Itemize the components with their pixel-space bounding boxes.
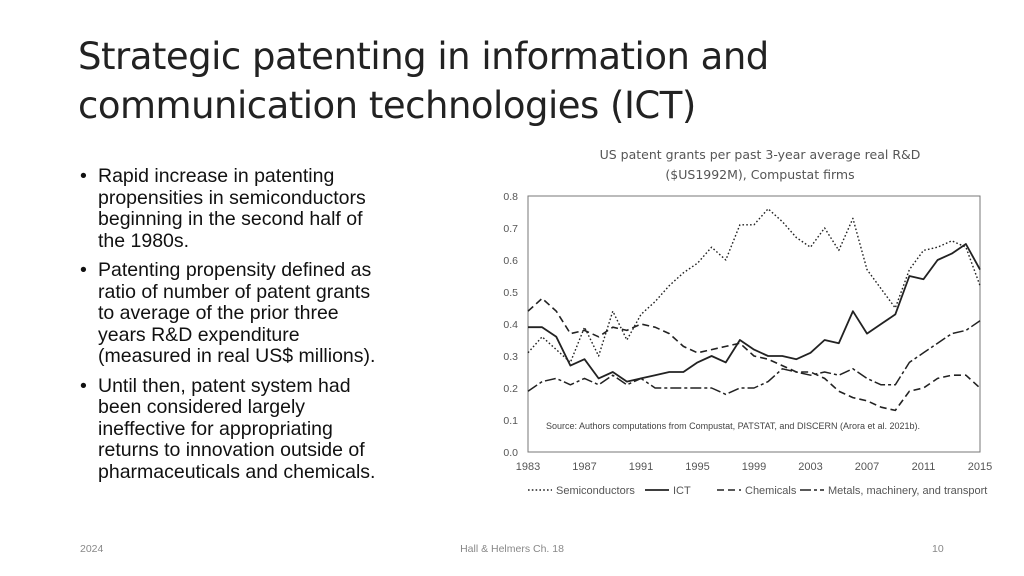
x-tick-label: 1991 bbox=[629, 461, 653, 473]
bullet-line: returns to innovation outside of bbox=[98, 439, 365, 461]
plot-frame bbox=[527, 195, 981, 453]
bullet-item: • Rapid increase in patenting propensiti… bbox=[80, 165, 452, 252]
y-tick-label: 0.5 bbox=[503, 287, 518, 299]
x-tick-label: 2015 bbox=[968, 461, 992, 473]
bullet-line: been considered largely bbox=[98, 396, 306, 418]
slide-title-line-1: Strategic patenting in information and bbox=[78, 35, 769, 78]
slide-title-line-2: communication technologies (ICT) bbox=[78, 84, 696, 127]
bullet-line: beginning in the second half of bbox=[98, 208, 363, 230]
y-tick-label: 0.2 bbox=[503, 383, 518, 395]
line-chart: 0.0 0.1 0.2 0.3 0.4 0.5 0.6 0.7 0.8 1983 1987 1991 1… bbox=[503, 191, 992, 497]
legend-label: ICT bbox=[673, 485, 691, 497]
y-tick-label: 0.4 bbox=[503, 319, 518, 331]
y-tick-label: 0.1 bbox=[503, 415, 518, 427]
bullet-line: the 1980s. bbox=[98, 229, 190, 252]
bullet-line: Rapid increase in patenting bbox=[98, 165, 335, 187]
y-tick-label: 0.6 bbox=[503, 255, 518, 267]
series-line-metals-machinery-and-transport bbox=[527, 320, 981, 396]
series-line-ict bbox=[528, 243, 981, 383]
x-tick-label: 2007 bbox=[855, 461, 879, 473]
bullet-item: • Until then, patent system had been con… bbox=[80, 374, 452, 484]
x-tick-label: 1999 bbox=[742, 461, 766, 473]
bullet-line: years R&D expenditure bbox=[98, 323, 300, 346]
series-line-semiconductors bbox=[527, 208, 981, 364]
bullet-dot: • bbox=[80, 374, 87, 397]
y-tick-label: 0.8 bbox=[503, 191, 518, 203]
legend-label: Metals, machinery, and transport bbox=[828, 485, 987, 497]
bullet-item: • Patenting propensity defined as ratio … bbox=[80, 259, 452, 368]
y-tick-label: 0.7 bbox=[503, 223, 518, 235]
legend-label: Chemicals bbox=[745, 485, 797, 497]
chart-source-annotation: Source: Authors computations from Compus… bbox=[546, 421, 920, 431]
x-tick-label: 1983 bbox=[516, 461, 540, 473]
chart-title-line-1: US patent grants per past 3-year average… bbox=[599, 147, 921, 162]
bullet-line: propensities in semiconductors bbox=[98, 186, 366, 209]
y-tick-label: 0.0 bbox=[503, 447, 518, 459]
bullet-list: • Rapid increase in patenting propensiti… bbox=[80, 165, 452, 491]
bullet-line: Patenting propensity defined as bbox=[98, 259, 372, 281]
bullet-line: ineffective for appropriating bbox=[98, 417, 333, 440]
series-line-chemicals bbox=[527, 297, 981, 412]
bullet-line: ratio of number of patent grants bbox=[98, 280, 371, 303]
x-tick-label: 1995 bbox=[685, 461, 709, 473]
bullet-line: (measured in real US$ millions). bbox=[98, 345, 376, 367]
footer-source: Hall & Helmers Ch. 18 bbox=[460, 543, 564, 555]
y-tick-label: 0.3 bbox=[503, 351, 518, 363]
bullet-line: Until then, patent system had bbox=[98, 374, 351, 397]
footer-year: 2024 bbox=[80, 543, 104, 555]
x-tick-label: 2003 bbox=[798, 461, 822, 473]
legend-label: Semiconductors bbox=[556, 485, 635, 497]
chart-title-line-2: ($US1992M), Compustat firms bbox=[665, 167, 855, 182]
bullet-line: pharmaceuticals and chemicals. bbox=[98, 460, 376, 483]
bullet-line: to average of the prior three bbox=[98, 302, 339, 324]
chart-title: US patent grants per past 3-year average… bbox=[560, 145, 960, 185]
slide-title: Strategic patenting in information and c… bbox=[78, 32, 978, 130]
bullet-dot: • bbox=[80, 165, 87, 187]
footer-page-number: 10 bbox=[932, 543, 944, 555]
bullet-dot: • bbox=[80, 259, 87, 281]
x-tick-label: 1987 bbox=[572, 461, 596, 473]
x-tick-label: 2011 bbox=[912, 461, 936, 473]
